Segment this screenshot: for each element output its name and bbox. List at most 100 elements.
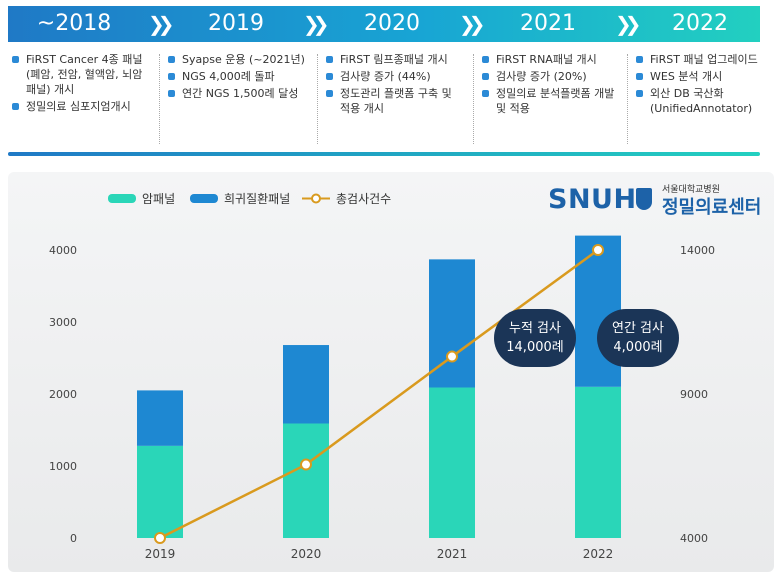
callout-annual: 연간 검사 4,000례 (597, 309, 679, 367)
total-tests-point (154, 532, 166, 544)
bullet-icon (326, 56, 333, 63)
total-tests-line (159, 248, 599, 540)
timeline-item: FiRST 림프종패널 개시 (326, 52, 464, 67)
timeline-column-0: FiRST Cancer 4종 패널 (폐암, 전암, 혈액암, 뇌암패널) 개… (12, 52, 152, 116)
timeline-year-0: ~2018 (36, 11, 112, 36)
timeline-item-text: NGS 4,000례 돌파 (182, 70, 275, 83)
timeline-item: 연간 NGS 1,500례 달성 (168, 86, 306, 101)
timeline-item-text: 연간 NGS 1,500례 달성 (182, 87, 299, 100)
chart-panel (8, 172, 774, 572)
callout-annual-value: 4,000례 (613, 340, 663, 355)
timeline-item: 검사량 증가 (44%) (326, 69, 464, 84)
timeline-item: FiRST RNA패널 개시 (482, 52, 620, 67)
right-axis-tick-label: 14000 (680, 244, 715, 257)
x-axis-tick-label: 2021 (437, 547, 468, 561)
timeline-item: 외산 DB 국산화 (UnifiedAnnotator) (636, 86, 774, 116)
legend-swatch (108, 194, 136, 203)
timeline-year-4: 2022 (672, 11, 728, 36)
timeline-item-text: 정밀의료 심포지엄개시 (26, 100, 131, 113)
bullet-icon (326, 73, 333, 80)
timeline-item-text: FiRST RNA패널 개시 (496, 53, 597, 66)
timeline-item: WES 분석 개시 (636, 69, 774, 84)
legend-label: 희귀질환패널 (224, 192, 290, 206)
timeline-item: 정밀의료 심포지엄개시 (12, 99, 152, 114)
timeline-divider (8, 152, 760, 156)
timeline-item: NGS 4,000례 돌파 (168, 69, 306, 84)
left-axis-tick-label: 0 (70, 532, 77, 545)
bullet-icon (12, 103, 19, 110)
timeline-separator (317, 54, 318, 144)
timeline-item: 정밀의료 분석플랫폼 개발 및 적용 (482, 86, 620, 116)
x-axis-tick-label: 2020 (291, 547, 322, 561)
total-tests-point (592, 244, 604, 256)
bullet-icon (636, 90, 643, 97)
legend-label: 총검사건수 (336, 192, 391, 206)
timeline-item-text: FiRST 패널 업그레이드 (650, 53, 758, 66)
callout-cumulative: 누적 검사 14,000례 (494, 309, 576, 367)
bar-rare-disease-panel (137, 390, 183, 446)
callout-cumulative-value: 14,000례 (506, 340, 564, 355)
legend-label: 암패널 (142, 192, 175, 206)
bar-cancer-panel (575, 386, 621, 538)
timeline-item-text: 검사량 증가 (20%) (496, 70, 587, 83)
right-axis-tick-label: 4000 (680, 532, 708, 545)
x-axis-tick-label: 2022 (583, 547, 614, 561)
bullet-icon (482, 56, 489, 63)
timeline-item-text: FiRST 림프종패널 개시 (340, 53, 448, 66)
bullet-icon (636, 56, 643, 63)
logo-center-name: 정밀의료센터 (662, 197, 762, 218)
bullet-icon (482, 73, 489, 80)
logo-mark: SNUH (548, 184, 637, 215)
bullet-icon (326, 90, 333, 97)
timeline-year-3: 2021 (520, 11, 576, 36)
timeline-year-1: 2019 (208, 11, 264, 36)
left-axis-tick-label: 1000 (49, 460, 77, 473)
bar-cancer-panel (137, 445, 183, 538)
bullet-icon (482, 90, 489, 97)
timeline-item-text: 검사량 증가 (44%) (340, 70, 431, 83)
timeline-bar: ~2018 2019 2020 2021 2022 ❯❯ ❯❯ ❯❯ ❯❯ (8, 6, 760, 42)
bullet-icon (168, 90, 175, 97)
legend-swatch (190, 194, 218, 203)
timeline-separator (473, 54, 474, 144)
timeline-item-text: Syapse 운용 (~2021년) (182, 53, 305, 66)
timeline-item: FiRST 패널 업그레이드 (636, 52, 774, 67)
right-axis-tick-label: 9000 (680, 388, 708, 401)
bar-cancer-panel (283, 423, 329, 538)
left-axis-tick-label: 3000 (49, 316, 77, 329)
legend-marker (311, 193, 321, 204)
total-tests-point (446, 350, 458, 363)
timeline-item-text: 외산 DB 국산화 (UnifiedAnnotator) (650, 87, 753, 115)
callout-cumulative-label: 누적 검사 (509, 321, 561, 336)
bullet-icon (12, 56, 19, 63)
bar-cancer-panel (429, 387, 475, 538)
bar-rare-disease-panel (283, 345, 329, 424)
timeline-item: 검사량 증가 (20%) (482, 69, 620, 84)
timeline-item-text: 정도관리 플랫폼 구축 및 적용 개시 (340, 87, 452, 115)
timeline-item: Syapse 운용 (~2021년) (168, 52, 306, 67)
left-axis-tick-label: 4000 (49, 244, 77, 257)
snuh-shield-icon (636, 188, 652, 210)
bullet-icon (168, 73, 175, 80)
left-axis-tick-label: 2000 (49, 388, 77, 401)
timeline-item-text: FiRST Cancer 4종 패널 (폐암, 전암, 혈액암, 뇌암패널) 개… (26, 53, 143, 96)
timeline-separator (159, 54, 160, 144)
callout-annual-label: 연간 검사 (612, 321, 664, 336)
timeline-item-text: 정밀의료 분석플랫폼 개발 및 적용 (496, 87, 615, 115)
bullet-icon (168, 56, 175, 63)
timeline-item: 정도관리 플랫폼 구축 및 적용 개시 (326, 86, 464, 116)
x-axis-tick-label: 2019 (145, 547, 176, 561)
timeline-item: FiRST Cancer 4종 패널 (폐암, 전암, 혈액암, 뇌암패널) 개… (12, 52, 152, 97)
bar-rare-disease-panel (429, 259, 475, 388)
timeline-item-text: WES 분석 개시 (650, 70, 723, 83)
total-tests-point (300, 458, 312, 471)
timeline-year-2: 2020 (364, 11, 420, 36)
bullet-icon (636, 73, 643, 80)
logo-subtitle: 서울대학교병원 (662, 185, 720, 195)
timeline-separator (627, 54, 628, 144)
